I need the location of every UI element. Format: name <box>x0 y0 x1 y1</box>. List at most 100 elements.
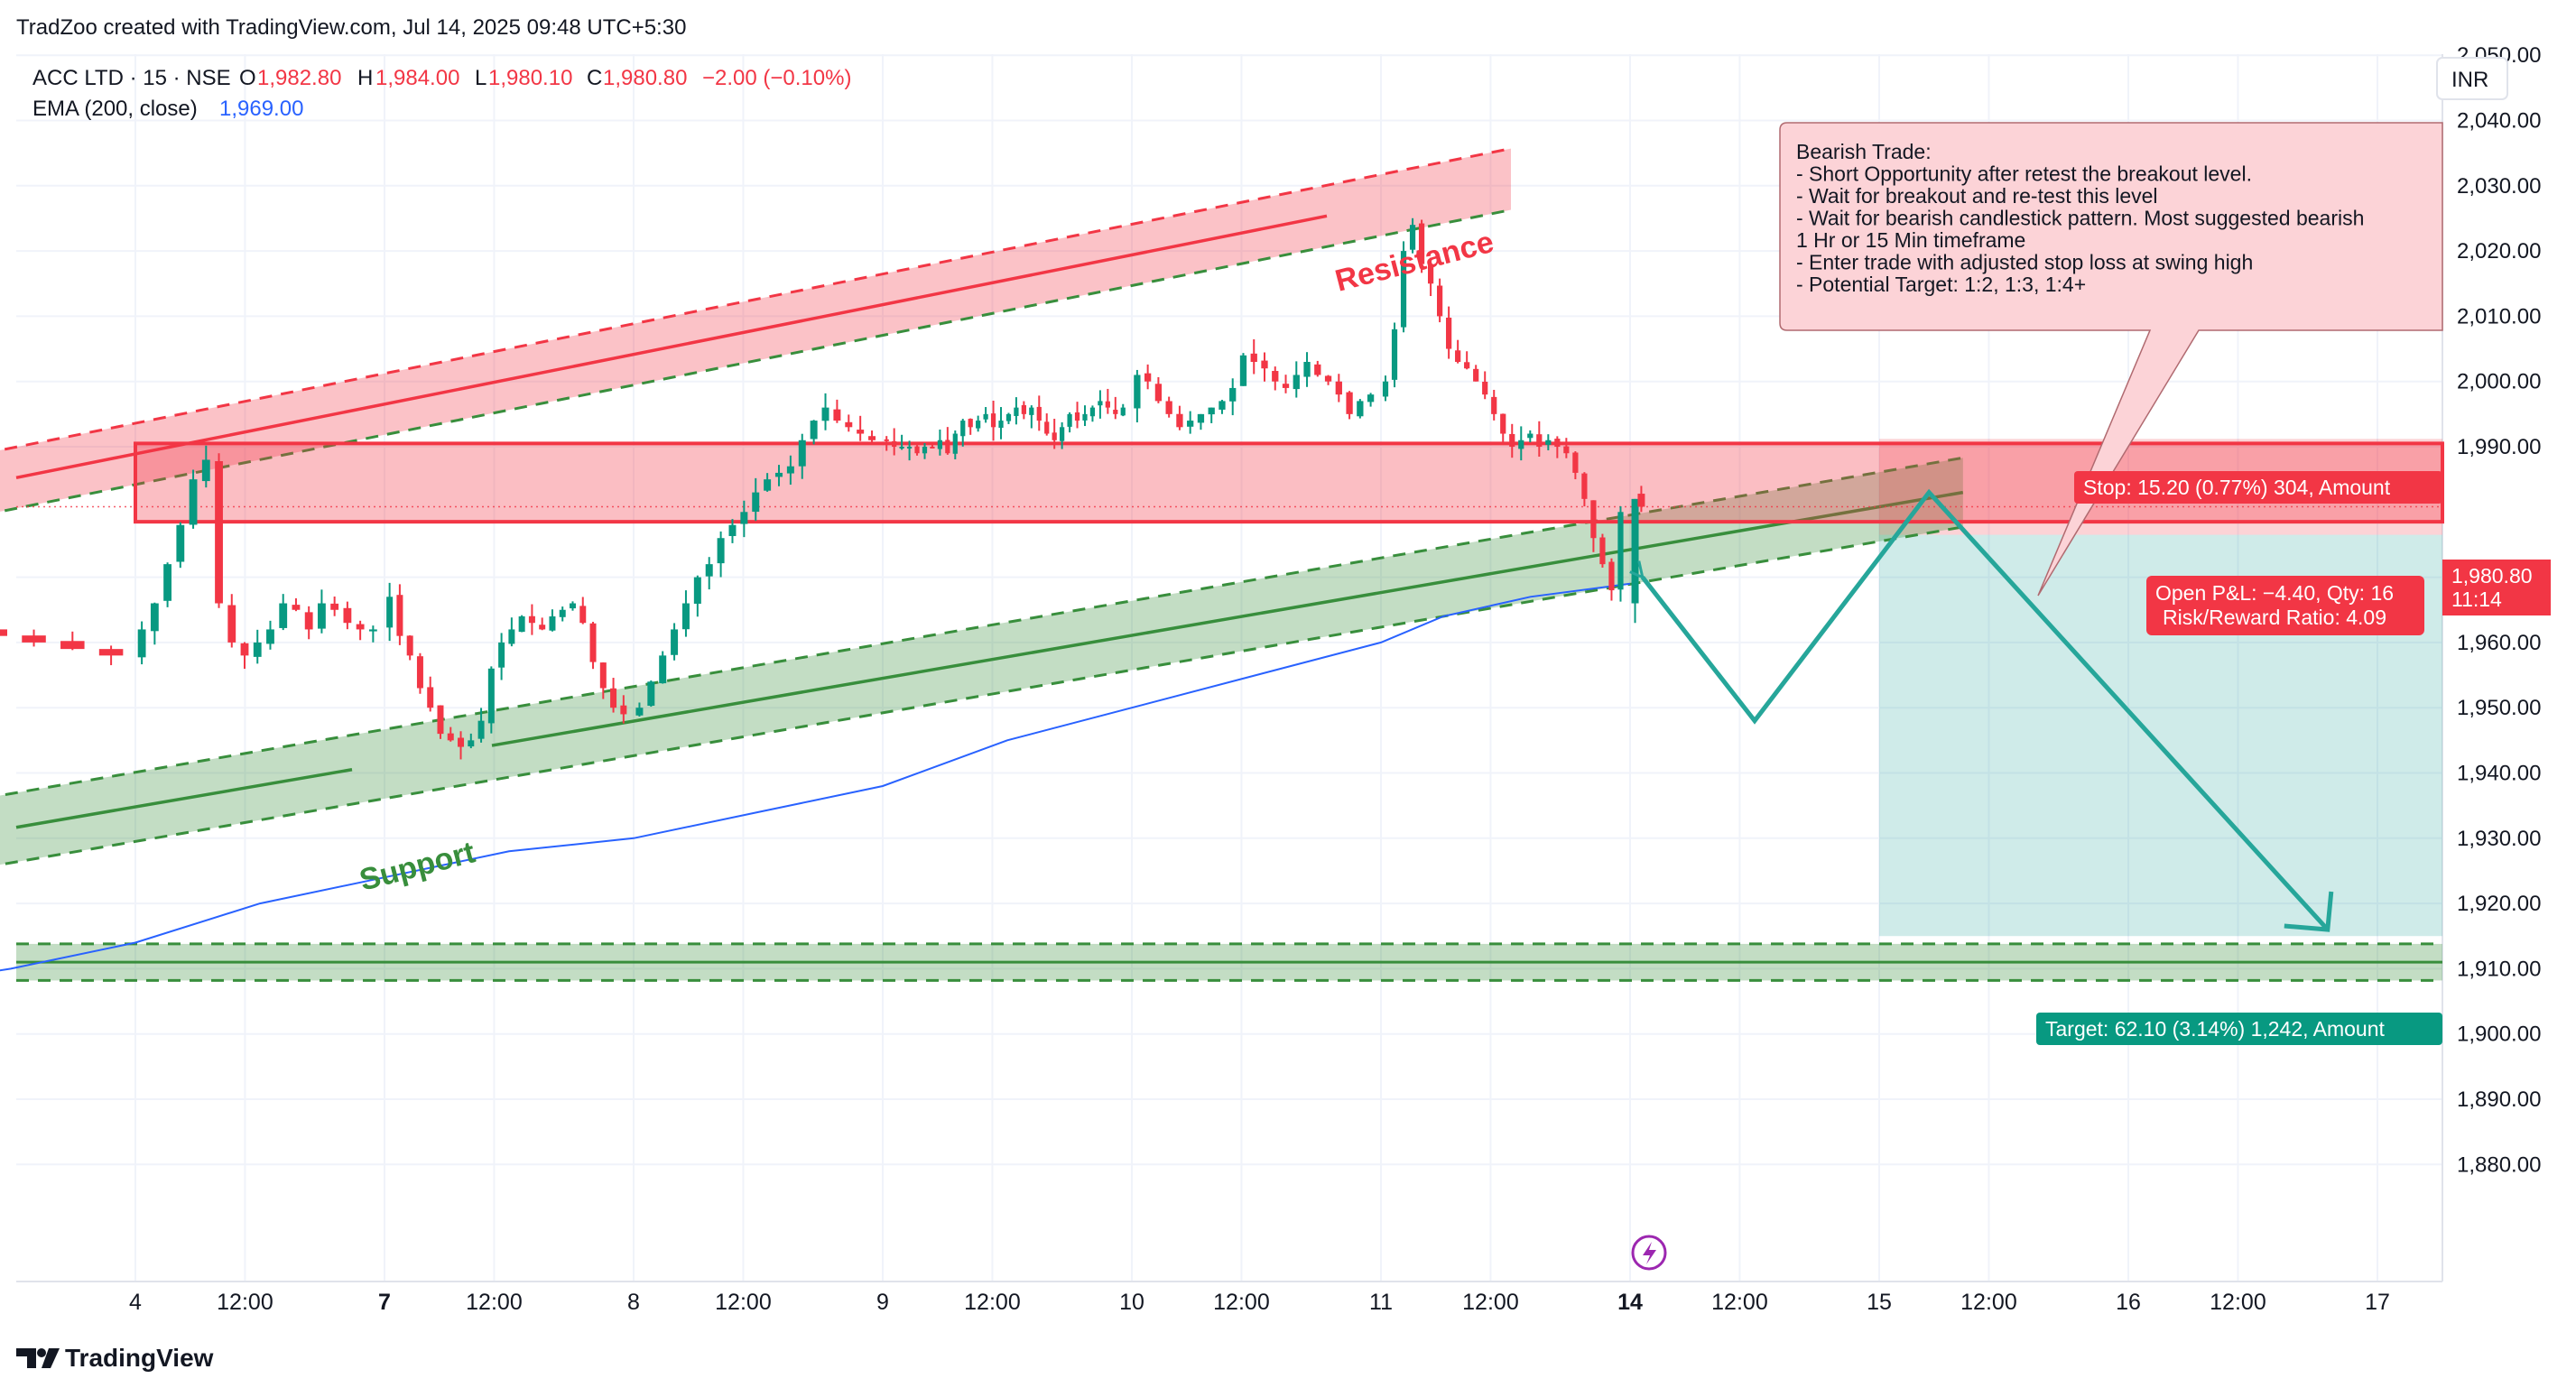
ema-label[interactable]: EMA (200, close) <box>32 97 198 121</box>
candle-body <box>1074 412 1080 421</box>
time-tick-label: 12:00 <box>1462 1290 1519 1315</box>
candle-body <box>589 623 597 662</box>
credit-text: TradZoo created with TradingView.com, Ju… <box>16 15 686 40</box>
target-label[interactable] <box>2036 1013 2442 1045</box>
price-tick-label: 1,890.00 <box>2457 1087 2541 1112</box>
note-line: Bearish Trade: <box>1796 140 1932 163</box>
candle-body <box>1482 381 1488 395</box>
price-tick-label: 1,990.00 <box>2457 435 2541 459</box>
candle-body <box>1491 396 1497 414</box>
candle-body <box>22 635 46 643</box>
candle-body <box>976 421 981 429</box>
candle-body <box>1536 434 1543 447</box>
resistance-channel[interactable] <box>0 147 1512 536</box>
price-tick-label: 2,010.00 <box>2457 304 2541 328</box>
price-tick-label: 1,920.00 <box>2457 892 2541 916</box>
candle-body <box>1044 421 1050 434</box>
candle-body <box>620 705 627 715</box>
candle-body <box>292 605 301 610</box>
price-tick-label: 1,940.00 <box>2457 762 2541 786</box>
candle-body <box>98 649 124 656</box>
support-channel[interactable] <box>0 456 1964 885</box>
change-value: −2.00 (−0.10%) <box>702 66 851 90</box>
candle-body <box>1631 498 1639 604</box>
horizontal-support-channel[interactable] <box>16 942 2442 982</box>
candle-body <box>821 407 829 421</box>
candle-body <box>559 609 566 617</box>
candle-body <box>1437 285 1443 317</box>
candle-body <box>693 577 701 604</box>
candle-body <box>1067 413 1072 427</box>
candle-body <box>1464 362 1470 369</box>
low-value: 1,980.10 <box>488 66 572 90</box>
candle-body <box>1527 433 1534 439</box>
candle-body <box>386 597 394 628</box>
candle-body <box>1272 371 1279 382</box>
time-tick-label: 12:00 <box>1711 1290 1768 1315</box>
time-axis[interactable]: 4 12:00 7 12:00 8 12:00 9 12:00 10 12:00 11 12:00 14… <box>129 1290 2390 1315</box>
candle-body <box>215 461 223 604</box>
candle-body <box>1637 494 1645 507</box>
candle-body <box>1391 328 1398 380</box>
ema-value: 1,969.00 <box>219 97 303 121</box>
currency-button[interactable] <box>2436 57 2508 100</box>
candle-body <box>884 439 889 441</box>
candle-body <box>1617 512 1624 590</box>
candle-body <box>1599 537 1606 565</box>
ema-200-line <box>0 582 1631 972</box>
note-callout[interactable] <box>1779 122 2443 597</box>
candle-body <box>1060 427 1065 441</box>
candle-body <box>1427 264 1434 284</box>
candle-body <box>528 615 535 624</box>
candle-body <box>1400 251 1407 328</box>
candle-body <box>810 421 818 440</box>
candle-body <box>845 421 853 428</box>
candle-body <box>304 612 313 630</box>
candle-body <box>343 607 352 624</box>
time-tick-label: 9 <box>876 1290 889 1315</box>
stop-label[interactable] <box>2074 471 2442 504</box>
time-tick-label: 12:00 <box>715 1290 772 1315</box>
price-tick-label: 1,880.00 <box>2457 1152 2541 1177</box>
price-tick-label: 2,020.00 <box>2457 239 2541 264</box>
tradingview-logo[interactable]: TradingView <box>16 1344 214 1372</box>
note-line: - Wait for breakout and re-test this lev… <box>1796 184 2158 208</box>
candle-body <box>937 440 943 449</box>
candle-body <box>740 512 748 524</box>
candle-body <box>671 629 679 655</box>
support-mid <box>491 490 1964 747</box>
candle-body <box>983 413 988 420</box>
breakout-zone[interactable] <box>134 441 2444 524</box>
low-label: L <box>475 66 486 90</box>
candle-body <box>253 642 262 657</box>
candles <box>0 217 1645 760</box>
current-price-box <box>2442 560 2551 615</box>
candle-body <box>1120 407 1126 416</box>
price-tick-label: 2,040.00 <box>2457 109 2541 134</box>
lightning-icon[interactable] <box>1631 1235 1667 1271</box>
tradingview-logo-icon <box>16 1348 36 1368</box>
pnl-label[interactable] <box>2146 576 2424 635</box>
note-line: - Potential Target: 1:2, 1:3, 1:4+ <box>1796 273 2086 296</box>
candle-body <box>892 440 897 447</box>
candle-body <box>1357 401 1364 417</box>
candle-body <box>1500 413 1506 434</box>
note-line: - Short Opportunity after retest the bre… <box>1796 162 2252 186</box>
candle-body <box>1314 364 1321 375</box>
time-tick-label: 16 <box>2116 1290 2141 1315</box>
candle-body <box>610 688 617 708</box>
candle-body <box>1446 317 1452 349</box>
candle-body <box>368 629 377 632</box>
candle-body <box>752 492 760 513</box>
candle-body <box>1005 413 1012 421</box>
candle-body <box>468 740 475 747</box>
candle-body <box>498 642 505 668</box>
time-tick-label: 11 <box>1369 1290 1393 1315</box>
time-tick-label: 4 <box>129 1290 142 1315</box>
candle-body <box>189 479 198 525</box>
candle-body <box>1261 360 1268 369</box>
current-price: 1,980.80 <box>2451 564 2533 588</box>
symbol-title[interactable]: ACC LTD · 15 · NSE <box>32 66 231 90</box>
projected-price-path[interactable] <box>1640 488 2330 931</box>
